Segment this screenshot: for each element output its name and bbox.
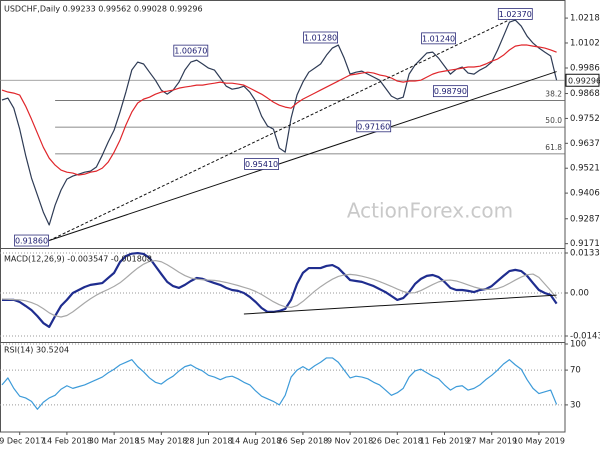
x-tick-label: 9 Nov 2018 <box>327 437 373 446</box>
price-label: 1.02370 <box>499 10 532 19</box>
y-tick-label: 0.99865 <box>570 63 600 73</box>
series-line <box>1 259 558 318</box>
price-label: 0.95410 <box>245 160 278 169</box>
y-tick-label: 0.013319 <box>570 249 600 259</box>
price-label: 0.91860 <box>15 237 48 246</box>
price-label: 0.98790 <box>434 87 467 96</box>
price-label-box <box>14 234 49 247</box>
x-tick-label: 30 Mar 2018 <box>89 437 140 446</box>
x-tick-label: 27 Mar 2019 <box>466 437 517 446</box>
fib-label: 61.8 <box>545 143 562 152</box>
series-line <box>1 357 558 410</box>
x-tick-label: 11 Feb 2019 <box>420 437 470 446</box>
watermark: ActionForex.com <box>347 199 513 223</box>
last-price-label: 0.99296 <box>568 76 600 85</box>
price-label: 1.01280 <box>304 33 337 42</box>
x-tick-label: 14 Feb 2018 <box>42 437 92 446</box>
x-tick-label: 14 Aug 2018 <box>230 437 281 446</box>
series-line <box>2 251 558 329</box>
y-tick-label: -0.014323 <box>570 332 600 342</box>
price-label-box <box>497 8 533 20</box>
fib-label: 38.2 <box>545 89 562 98</box>
trendline <box>48 19 510 241</box>
y-tick-label: 0.95215 <box>570 164 600 174</box>
panel-title: RSI(14) 30.5204 <box>4 346 69 355</box>
y-tick-label: 30 <box>570 400 581 410</box>
last-price-box <box>565 73 600 87</box>
y-tick-label: 1.01025 <box>570 38 600 48</box>
x-tick-label: 15 May 2018 <box>135 437 187 446</box>
price-label-box <box>432 85 468 98</box>
price-label-box <box>173 44 209 57</box>
x-tick-label: 26 Dec 2018 <box>372 437 423 446</box>
x-tick-label: 28 Jun 2018 <box>184 437 232 446</box>
x-tick-label: 10 May 2019 <box>513 437 565 446</box>
y-tick-label: 0.91715 <box>570 239 600 249</box>
trendline <box>49 71 557 242</box>
x-tick-label: 26 Sep 2018 <box>278 437 329 446</box>
series-line <box>1 19 558 226</box>
price-label: 1.00670 <box>174 47 207 56</box>
x-tick-label: 29 Dec 2017 <box>0 437 45 446</box>
plot-frame <box>0 0 566 433</box>
trendline <box>243 294 557 315</box>
y-tick-label: 100 <box>570 340 586 350</box>
y-tick-label: 70 <box>570 366 581 376</box>
price-label-box <box>356 120 392 133</box>
price-label-box <box>303 31 339 44</box>
price-label-box <box>244 158 280 170</box>
fib-label: 50.0 <box>545 116 562 125</box>
panel-title: USDCHF,Daily 0.99233 0.99562 0.99028 0.9… <box>4 5 203 14</box>
panel-title: MACD(12,26,9) -0.003547 -0.001808 <box>4 255 152 264</box>
y-tick-label: 0.97525 <box>570 114 600 124</box>
y-tick-label: 0.00 <box>570 288 589 298</box>
price-label-box <box>421 32 457 45</box>
price-label: 0.97160 <box>357 122 390 131</box>
y-tick-label: 1.02180 <box>570 14 600 24</box>
series-line <box>1 44 557 176</box>
price-label: 1.01240 <box>422 34 455 43</box>
